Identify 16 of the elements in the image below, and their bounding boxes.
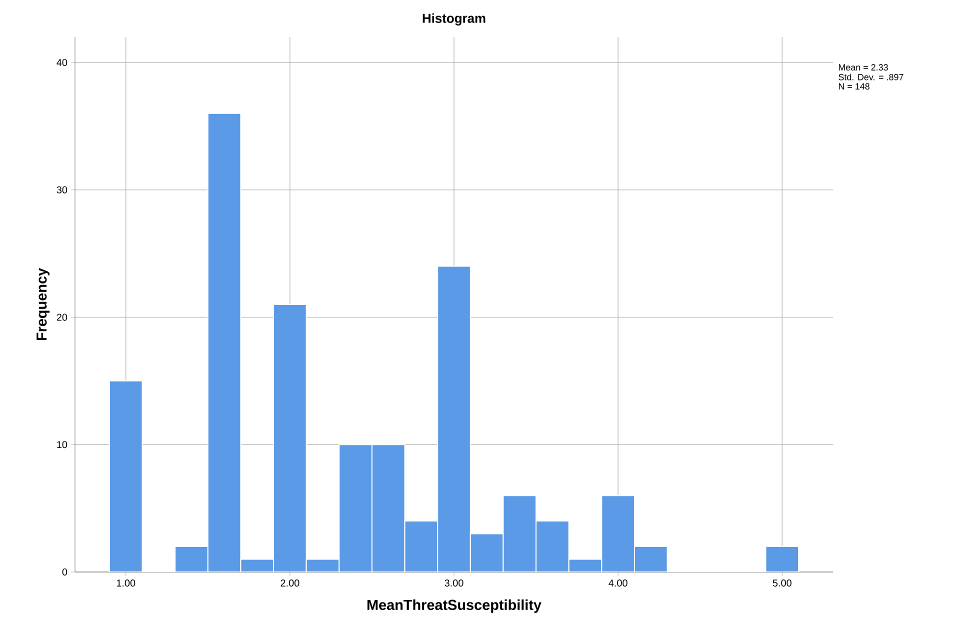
y-tick-label: 30	[56, 186, 68, 194]
chart-title: Histogram	[422, 13, 486, 26]
y-tick-label: 10	[57, 441, 68, 448]
text: Mean = 2.33	[838, 64, 888, 71]
x-tick-label: 5.00	[772, 580, 792, 587]
x-axis-title: MeanThreatSusceptibility	[367, 599, 542, 613]
text: N = 148	[838, 83, 870, 90]
y-tick-label: 40	[56, 58, 68, 66]
y-axis-title: Frequency	[36, 268, 50, 340]
y-tick-label: 20	[56, 314, 68, 321]
x-tick-label: 3.00	[444, 580, 464, 587]
y-tick-label: 0	[62, 568, 68, 576]
text: Std. Dev. = .897	[838, 74, 904, 80]
x-tick-label: 4.00	[608, 580, 628, 587]
x-tick-label: 2.00	[280, 580, 300, 587]
x-tick-label: 1.00	[116, 580, 136, 587]
